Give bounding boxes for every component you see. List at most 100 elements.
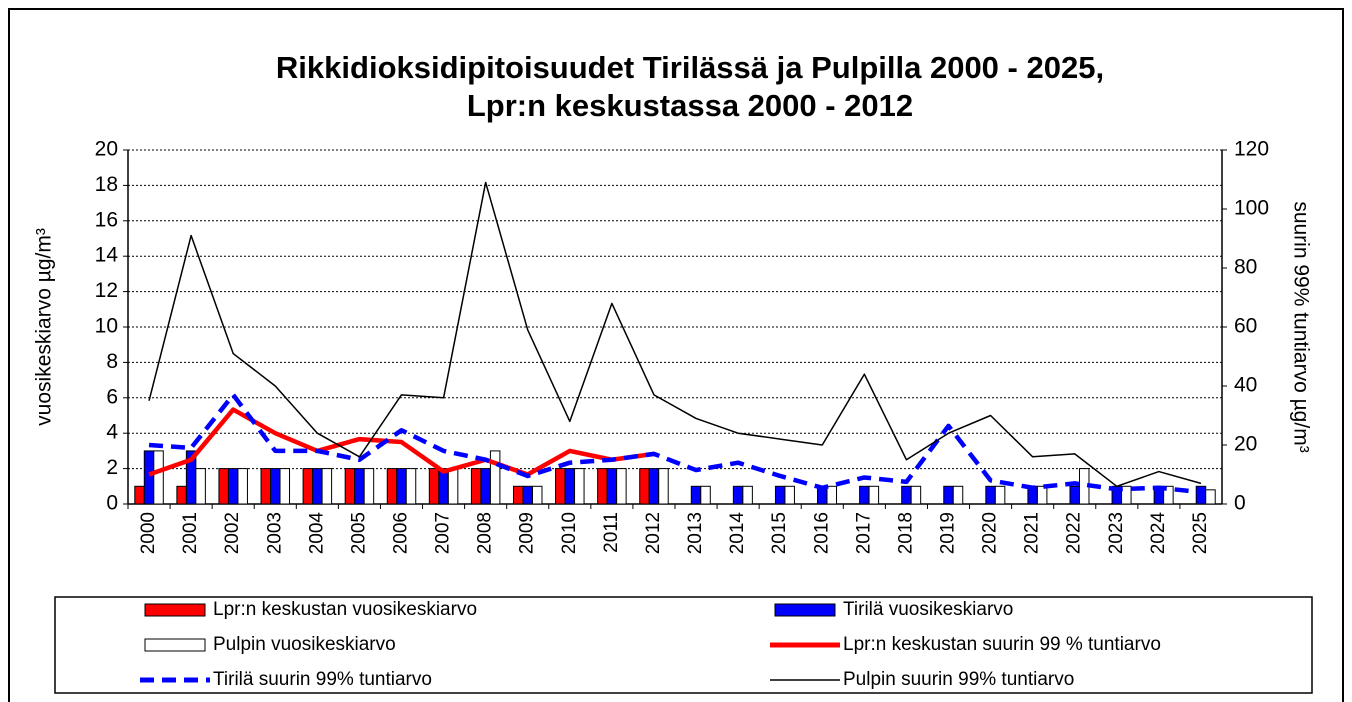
y-tick-label: 20 bbox=[95, 138, 118, 161]
bar bbox=[302, 468, 314, 505]
bar bbox=[428, 468, 440, 505]
bar bbox=[564, 468, 576, 505]
bar bbox=[354, 468, 365, 505]
x-tick-label: 2020 bbox=[980, 512, 1001, 554]
bar bbox=[639, 468, 650, 505]
y2-tick-label: 20 bbox=[1234, 433, 1257, 456]
x-tick-label: 2016 bbox=[811, 512, 832, 554]
x-tick-label: 2014 bbox=[727, 512, 748, 555]
bar bbox=[658, 468, 669, 505]
bar bbox=[555, 468, 566, 505]
bar bbox=[690, 485, 702, 505]
x-tick-label: 2012 bbox=[643, 512, 664, 554]
bar bbox=[943, 485, 954, 505]
bar bbox=[153, 450, 164, 505]
bar bbox=[480, 468, 491, 505]
bar bbox=[218, 468, 229, 505]
bar bbox=[1163, 485, 1174, 505]
legend-label: Tirilä suurin 99% tuntiarvo bbox=[213, 669, 432, 690]
line bbox=[148, 181, 1202, 488]
bar bbox=[1069, 485, 1080, 505]
y2-tick-label: 0 bbox=[1234, 492, 1246, 515]
x-tick-label: 2013 bbox=[685, 512, 706, 554]
y2-tick-label: 100 bbox=[1234, 197, 1269, 220]
x-tick-label: 2019 bbox=[938, 512, 959, 554]
chart-title: Lpr:n keskustassa 2000 - 2012 bbox=[467, 88, 913, 123]
x-tick-label: 2005 bbox=[348, 512, 369, 554]
x-tick-label: 2025 bbox=[1190, 512, 1211, 554]
x-tick-label: 2018 bbox=[895, 512, 916, 554]
bar bbox=[438, 468, 449, 505]
y2-tick-label: 120 bbox=[1234, 138, 1269, 161]
bar bbox=[901, 485, 912, 505]
y-tick-label: 6 bbox=[106, 385, 118, 408]
bar bbox=[1036, 485, 1048, 505]
y-tick-label: 10 bbox=[95, 315, 118, 338]
x-tick-label: 2010 bbox=[559, 512, 580, 554]
bar bbox=[616, 468, 627, 505]
y-tick-label: 16 bbox=[95, 208, 118, 231]
y-tick-label: 4 bbox=[106, 421, 118, 444]
bar bbox=[1121, 485, 1132, 505]
y2-tick-label: 60 bbox=[1234, 315, 1257, 338]
legend-swatch bbox=[144, 638, 206, 652]
bar bbox=[489, 450, 501, 505]
x-tick-label: 2004 bbox=[306, 512, 327, 555]
bar bbox=[260, 468, 272, 505]
legend bbox=[54, 596, 1313, 694]
y-tick-label: 2 bbox=[106, 456, 118, 479]
bar bbox=[910, 485, 922, 505]
bar bbox=[363, 468, 375, 505]
bar bbox=[985, 485, 996, 505]
bar bbox=[447, 468, 459, 505]
legend-swatch bbox=[144, 603, 206, 617]
x-tick-label: 2001 bbox=[180, 512, 201, 554]
bar bbox=[742, 485, 753, 505]
bar bbox=[868, 485, 880, 505]
legend-label: Pulpin vuosikeskiarvo bbox=[213, 634, 396, 655]
bar bbox=[470, 468, 482, 505]
bar bbox=[237, 468, 248, 505]
bar bbox=[994, 485, 1006, 505]
y2-tick-label: 80 bbox=[1234, 256, 1257, 279]
y-tick-label: 18 bbox=[95, 173, 118, 196]
bar bbox=[1195, 485, 1207, 505]
bar bbox=[143, 450, 155, 505]
y2-axis-label: suurin 99% tuntiarvo µg/m³ bbox=[1289, 201, 1312, 452]
x-tick-label: 2011 bbox=[601, 512, 622, 553]
x-tick-label: 2002 bbox=[222, 512, 243, 554]
x-tick-label: 2022 bbox=[1064, 512, 1085, 554]
bar bbox=[512, 485, 524, 505]
x-tick-label: 2017 bbox=[853, 512, 874, 554]
x-tick-label: 2000 bbox=[138, 512, 159, 554]
x-tick-label: 2021 bbox=[1022, 512, 1043, 554]
bar bbox=[227, 468, 239, 505]
bar bbox=[574, 468, 585, 505]
y-axis-label: vuosikeskiarvo µg/m³ bbox=[33, 228, 56, 426]
x-tick-label: 2015 bbox=[769, 512, 790, 554]
frame bbox=[8, 8, 1344, 702]
line bbox=[148, 392, 1202, 495]
legend-label: Lpr:n keskustan vuosikeskiarvo bbox=[213, 599, 477, 620]
legend-label: Tirilä vuosikeskiarvo bbox=[843, 599, 1013, 620]
legend-label: Lpr:n keskustan suurin 99 % tuntiarvo bbox=[843, 634, 1161, 655]
x-tick-label: 2023 bbox=[1106, 512, 1127, 554]
bar bbox=[1205, 489, 1216, 505]
y-tick-label: 8 bbox=[106, 350, 118, 373]
legend-label: Pulpin suurin 99% tuntiarvo bbox=[843, 669, 1074, 690]
bar bbox=[531, 485, 543, 505]
x-tick-label: 2007 bbox=[433, 512, 454, 554]
bar bbox=[321, 468, 333, 505]
bar bbox=[195, 468, 206, 505]
bar bbox=[405, 468, 417, 505]
bar bbox=[344, 468, 356, 505]
bar bbox=[952, 485, 964, 505]
bar bbox=[279, 468, 291, 505]
y-tick-label: 14 bbox=[95, 244, 119, 267]
bar bbox=[826, 485, 838, 505]
bar bbox=[522, 485, 533, 505]
bar bbox=[859, 485, 870, 505]
y-tick-label: 12 bbox=[95, 279, 118, 302]
chart-title: Rikkidioksidipitoisuudet Tirilässä ja Pu… bbox=[276, 50, 1104, 85]
